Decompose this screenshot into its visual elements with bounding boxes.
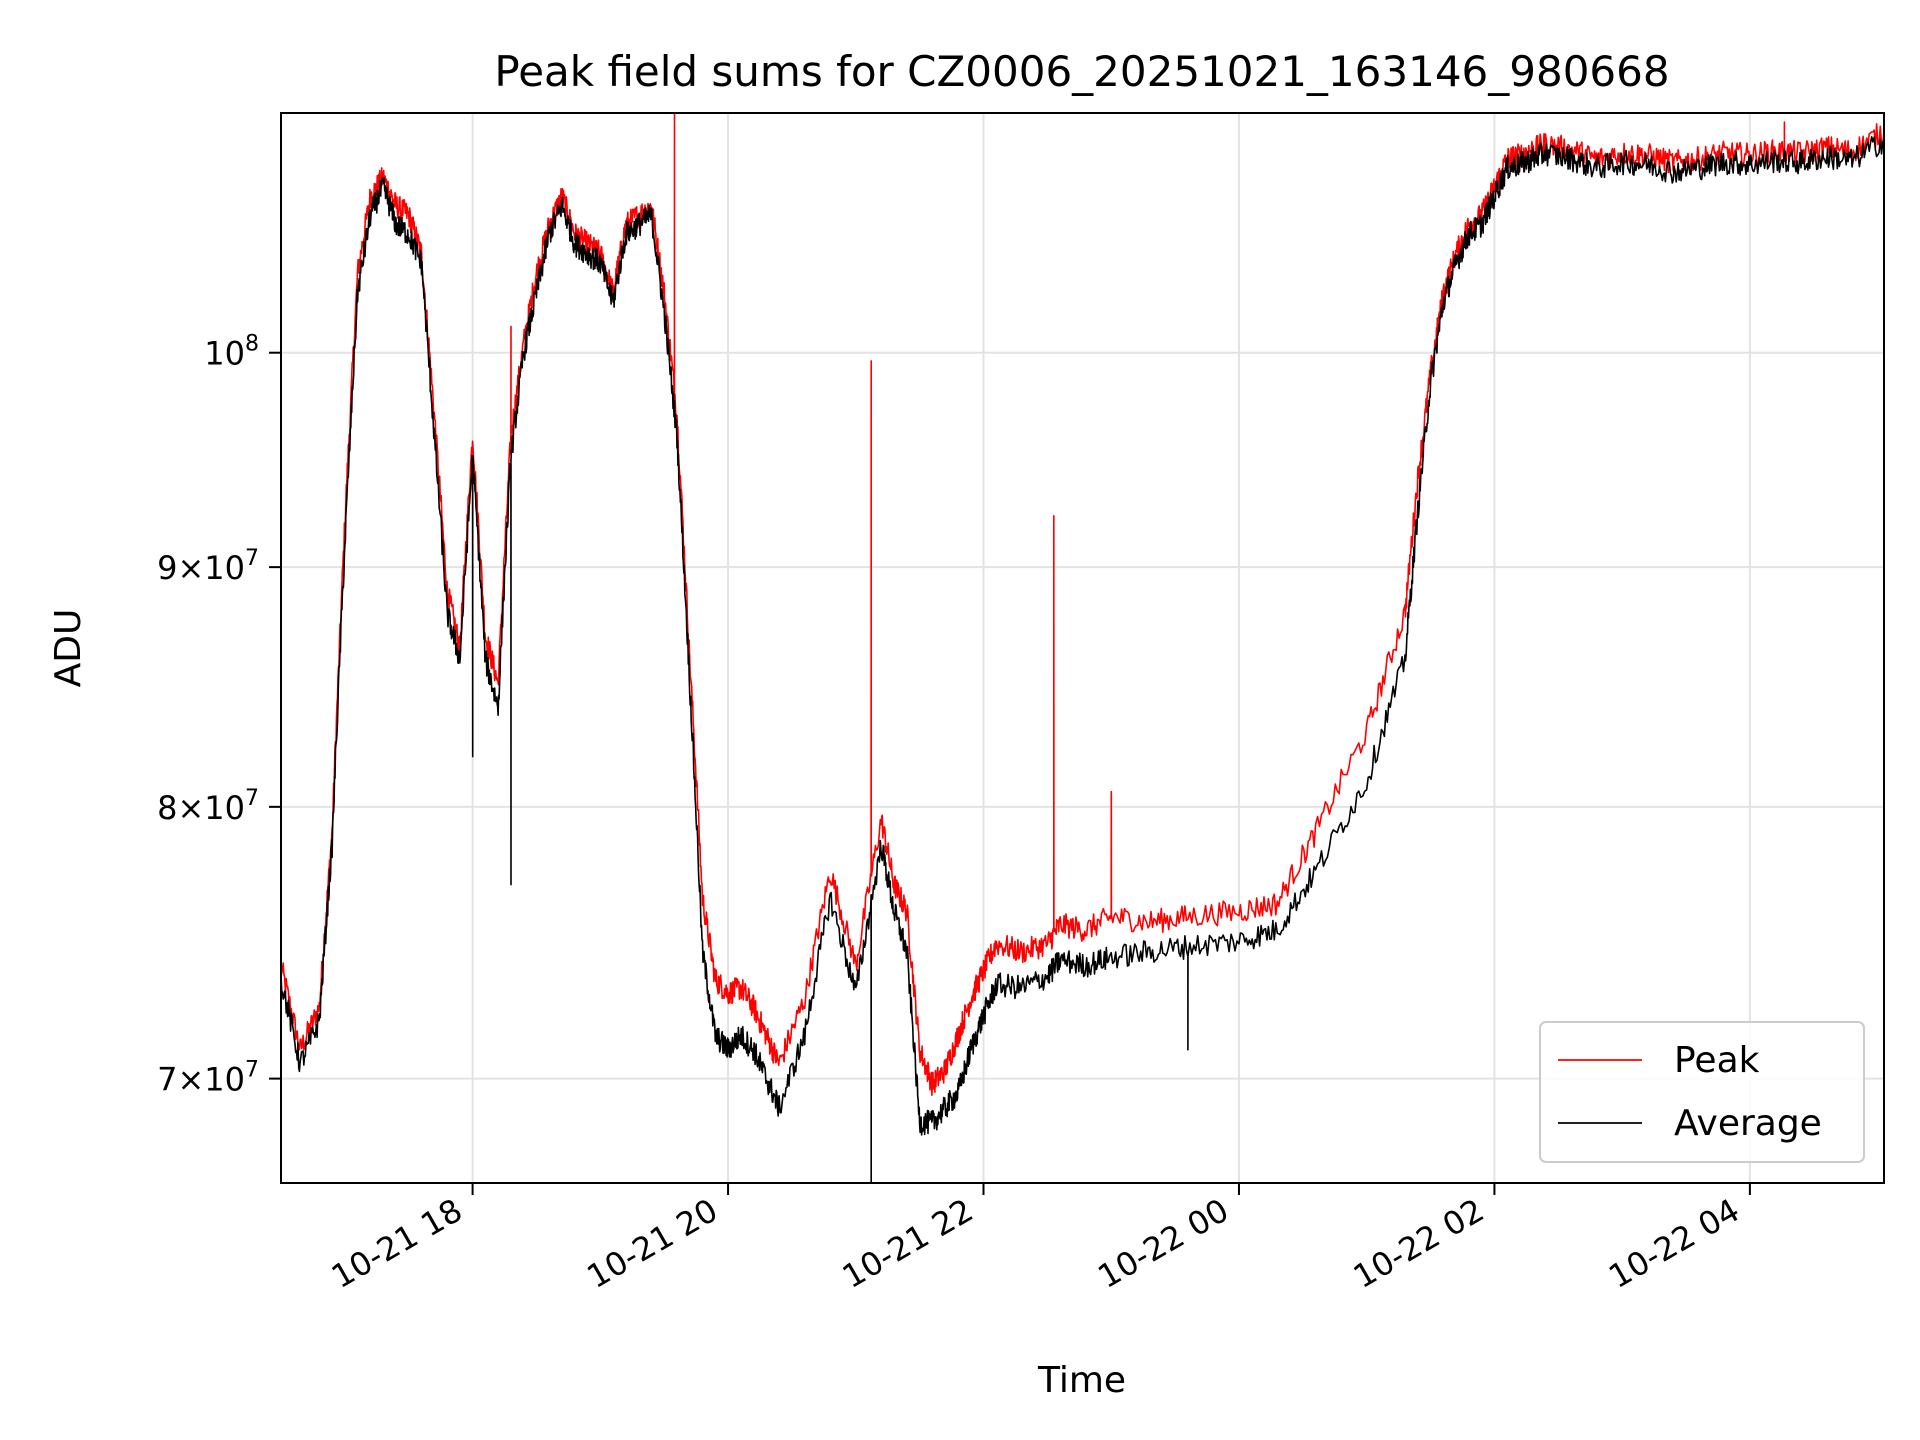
legend-box xyxy=(1539,1021,1865,1163)
y-tick-label: 108 xyxy=(204,332,259,373)
legend-label-peak: Peak xyxy=(1674,1040,1760,1081)
y-tick-label: 9×107 xyxy=(157,546,259,587)
y-tick-label: 8×107 xyxy=(157,786,259,827)
chart-title: Peak field sums for CZ0006_20251021_1631… xyxy=(494,47,1669,96)
x-axis-label: Time xyxy=(1037,1360,1126,1401)
plot-frame xyxy=(280,112,1885,1184)
plot-lines xyxy=(280,112,1885,1184)
y-tick-label: 7×107 xyxy=(157,1058,259,1099)
series-line-average xyxy=(280,136,1885,1184)
y-axis-label: ADU xyxy=(48,609,89,688)
legend: Peak Average xyxy=(1539,1021,1865,1163)
legend-label-average: Average xyxy=(1674,1103,1822,1144)
